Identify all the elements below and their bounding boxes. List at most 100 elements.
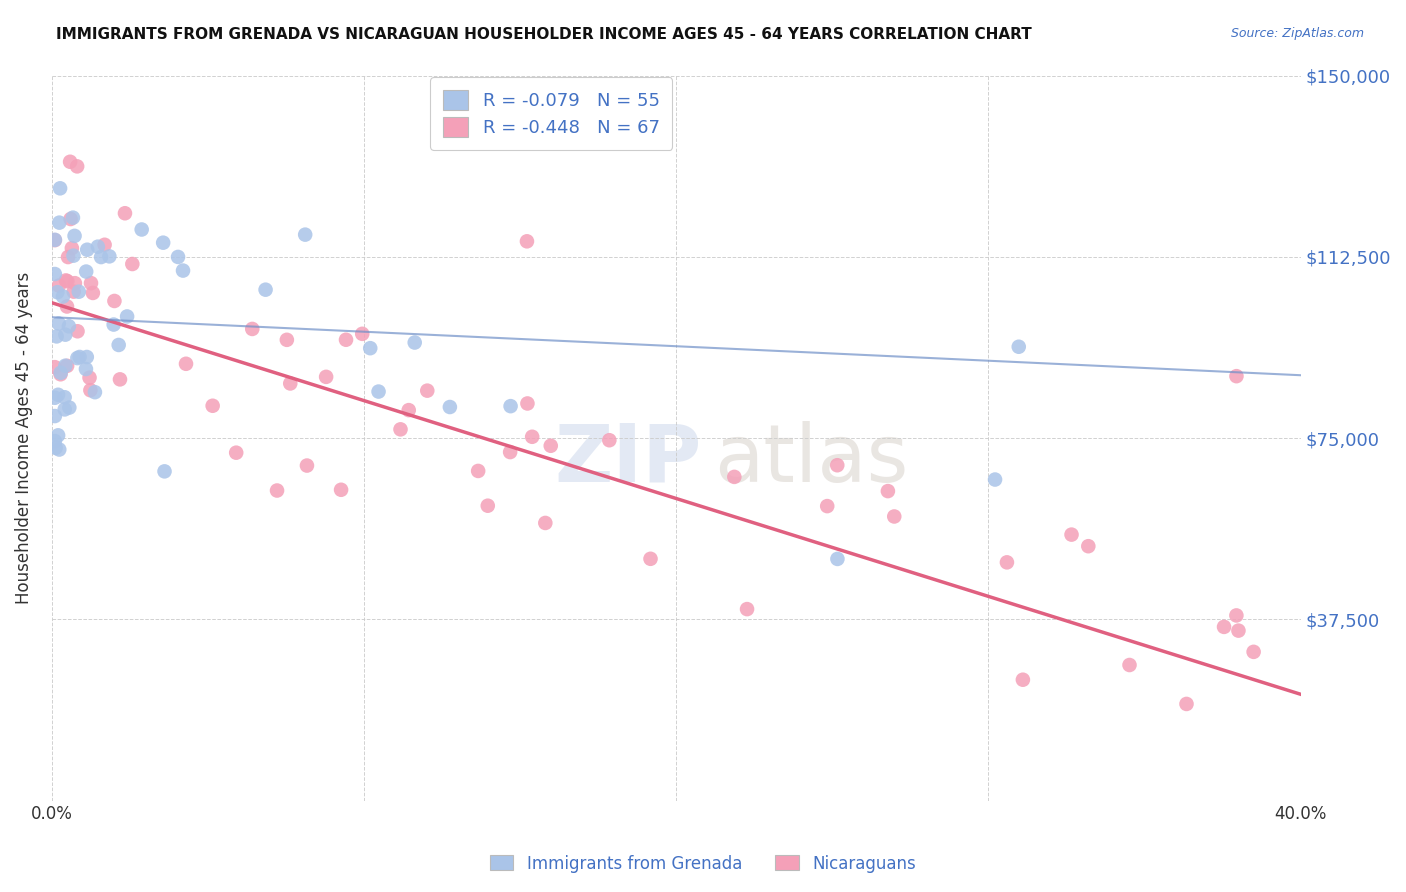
Point <box>44 434 66 449</box>
Point <box>59 212 82 227</box>
Point <box>79 383 101 397</box>
Point <box>67 285 90 299</box>
Point <box>995 555 1018 569</box>
Point <box>62 211 84 225</box>
Point <box>75 264 97 278</box>
Point <box>294 227 316 242</box>
Point <box>1175 697 1198 711</box>
Point <box>63 276 86 290</box>
Point <box>1077 539 1099 553</box>
Point <box>90 250 112 264</box>
Point <box>66 160 89 174</box>
Point <box>815 499 838 513</box>
Point <box>56 250 79 264</box>
Point <box>53 327 76 342</box>
Point <box>44 233 66 247</box>
Point <box>131 222 153 236</box>
Point <box>53 390 76 404</box>
Point <box>49 181 72 195</box>
Point <box>108 372 131 386</box>
Point <box>1118 658 1140 673</box>
Point <box>315 369 337 384</box>
Point <box>75 59 97 73</box>
Point <box>44 391 66 405</box>
Point <box>174 357 197 371</box>
Legend: Immigrants from Grenada, Nicaraguans: Immigrants from Grenada, Nicaraguans <box>484 848 922 880</box>
Point <box>516 396 538 410</box>
Point <box>1225 369 1247 384</box>
Point <box>75 362 97 376</box>
Point <box>984 473 1007 487</box>
Point <box>201 399 224 413</box>
Point <box>66 351 89 365</box>
Point <box>76 350 98 364</box>
Text: IMMIGRANTS FROM GRENADA VS NICARAGUAN HOUSEHOLDER INCOME AGES 45 - 64 YEARS CORR: IMMIGRANTS FROM GRENADA VS NICARAGUAN HO… <box>56 27 1032 42</box>
Point <box>44 267 66 281</box>
Point <box>58 319 80 334</box>
Point <box>49 368 72 382</box>
Point <box>103 293 125 308</box>
Point <box>53 359 76 373</box>
Point <box>45 329 67 343</box>
Point <box>1225 608 1247 623</box>
Point <box>540 439 562 453</box>
Point <box>477 499 499 513</box>
Point <box>52 289 75 303</box>
Point <box>55 273 77 287</box>
Point <box>1213 620 1236 634</box>
Point <box>46 285 69 300</box>
Point <box>827 552 849 566</box>
Point <box>46 428 69 442</box>
Point <box>266 483 288 498</box>
Point <box>467 464 489 478</box>
Point <box>335 333 357 347</box>
Point <box>389 422 412 436</box>
Point <box>404 335 426 350</box>
Point <box>46 388 69 402</box>
Point <box>1060 527 1083 541</box>
Point <box>76 243 98 257</box>
Legend: R = -0.079   N = 55, R = -0.448   N = 67: R = -0.079 N = 55, R = -0.448 N = 67 <box>430 78 672 150</box>
Point <box>640 551 662 566</box>
Point <box>825 458 848 473</box>
Point <box>48 442 70 457</box>
Point <box>114 206 136 220</box>
Point <box>69 350 91 364</box>
Point <box>278 376 301 391</box>
Point <box>48 278 70 293</box>
Y-axis label: Householder Income Ages 45 - 64 years: Householder Income Ages 45 - 64 years <box>15 272 32 604</box>
Point <box>84 385 107 400</box>
Point <box>153 464 176 478</box>
Point <box>45 441 67 455</box>
Point <box>60 241 83 255</box>
Point <box>516 235 538 249</box>
Point <box>56 274 79 288</box>
Point <box>93 237 115 252</box>
Point <box>330 483 353 497</box>
Point <box>44 233 66 247</box>
Point <box>352 326 374 341</box>
Point <box>82 285 104 300</box>
Point <box>1012 673 1035 687</box>
Point <box>121 257 143 271</box>
Point <box>80 276 103 290</box>
Point <box>167 250 190 264</box>
Point <box>98 249 121 263</box>
Point <box>499 399 522 413</box>
Point <box>48 317 70 331</box>
Point <box>56 300 79 314</box>
Point <box>295 458 318 473</box>
Point <box>1243 645 1265 659</box>
Point <box>44 360 66 375</box>
Point <box>66 324 89 338</box>
Point <box>598 434 620 448</box>
Point <box>115 310 138 324</box>
Point <box>172 263 194 277</box>
Point <box>499 445 522 459</box>
Point <box>522 430 544 444</box>
Point <box>276 333 298 347</box>
Point <box>723 470 745 484</box>
Point <box>44 409 66 423</box>
Point <box>107 338 129 352</box>
Point <box>79 370 101 384</box>
